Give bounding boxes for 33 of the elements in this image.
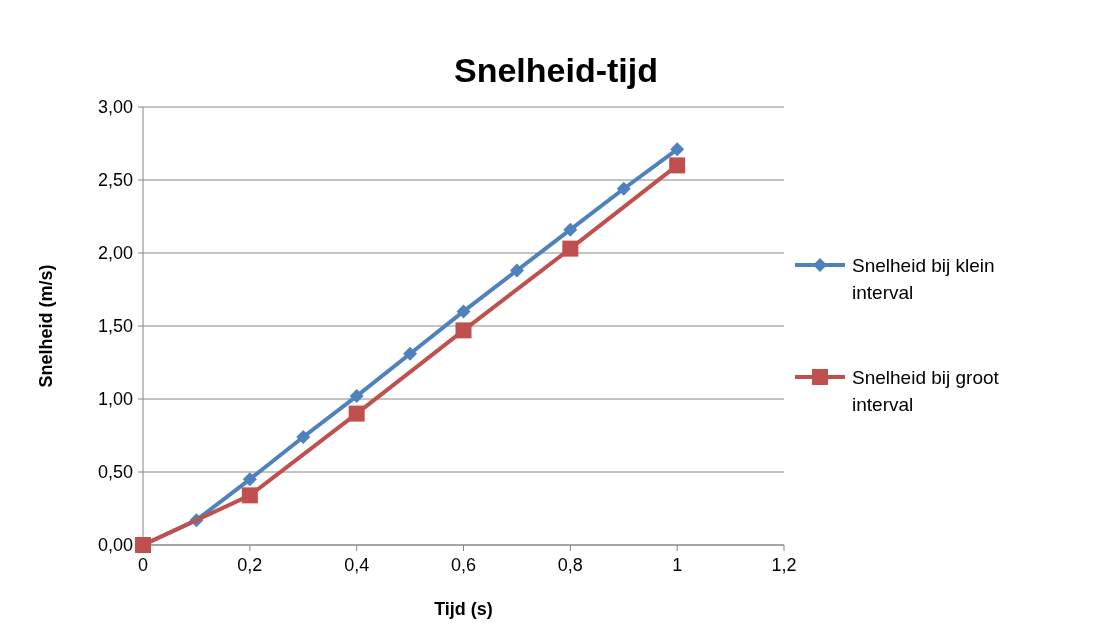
point [509, 263, 524, 278]
point [563, 222, 578, 237]
y-tick-label: 0,00 [97, 535, 133, 556]
chart-title: Snelheid-tijd [454, 51, 658, 89]
point [348, 405, 365, 422]
point [670, 142, 685, 157]
point [296, 429, 311, 444]
x-tick-label: 1,2 [771, 555, 797, 575]
point [669, 157, 686, 174]
point [349, 389, 364, 404]
point [242, 472, 257, 487]
y-tick-label: 3,00 [97, 97, 133, 118]
x-tick-label: 0,6 [450, 555, 477, 575]
point [616, 181, 631, 196]
y-tick-label: 0,50 [97, 462, 133, 483]
x-tick-label: 0 [137, 555, 149, 575]
y-axis-title: Snelheid (m/s) [36, 264, 56, 388]
point [241, 487, 258, 504]
point [455, 322, 472, 339]
y-tick-label: 2,00 [97, 243, 133, 264]
x-tick-label: 0,2 [237, 555, 263, 575]
point [403, 346, 418, 361]
x-tick-label: 0,4 [344, 555, 370, 575]
legend-label: Snelheid bij klein interval [852, 254, 995, 304]
legend-label: Snelheid bij groot interval [852, 366, 1000, 416]
y-tick-label: 1,00 [97, 389, 133, 410]
x-axis-title: Tijd (s) [434, 599, 493, 619]
y-tick-label: 2,50 [97, 170, 133, 191]
y-tick-label: 1,50 [97, 316, 133, 337]
point [562, 240, 579, 257]
point [456, 304, 471, 319]
x-tick-label: 1 [672, 555, 683, 575]
x-tick-label: 0,8 [557, 555, 583, 575]
